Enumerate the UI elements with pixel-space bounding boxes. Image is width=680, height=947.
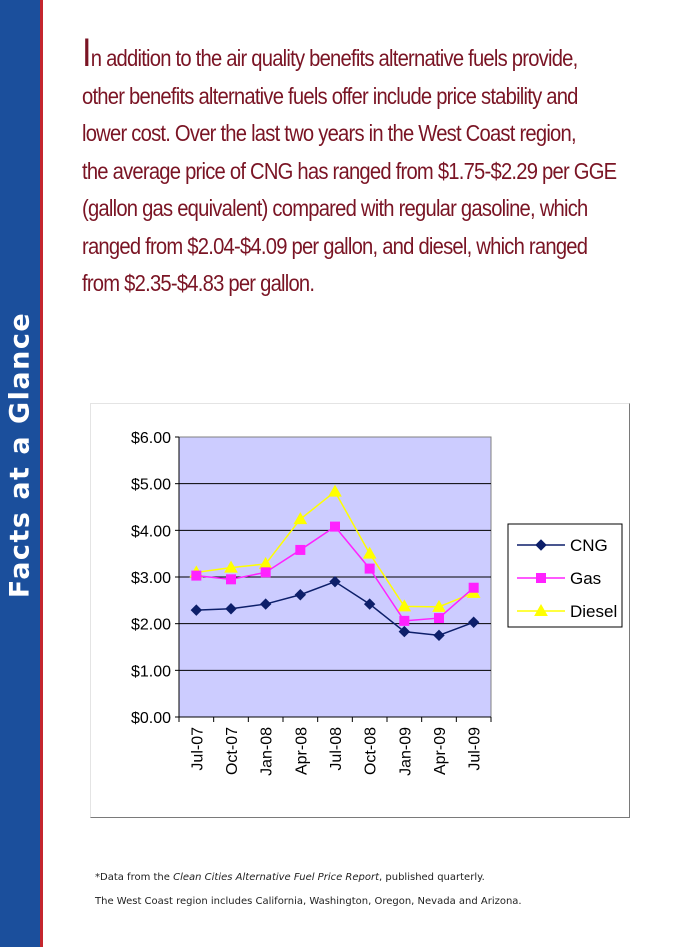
data-point-diesel (362, 546, 377, 559)
data-point-diesel (224, 560, 238, 573)
data-point-gas (295, 544, 306, 555)
x-tick-label: Jul-08 (328, 727, 345, 771)
legend-box (507, 523, 623, 628)
data-point-diesel (397, 599, 412, 612)
footnote-suffix: , published quarterly. (379, 872, 485, 883)
y-tick-label: $5.00 (131, 477, 171, 494)
intro-line-5: (gallon gas equivalent) compared with re… (82, 195, 588, 221)
data-point-diesel (328, 484, 342, 497)
legend-label-gas: Gas (570, 569, 601, 588)
price-chart: $0.00 $1.00 $2.00 $3.00 $4.00 $5.00 $6.00 Jul-0… (131, 430, 623, 776)
sidebar-title: Facts at a Glance (4, 311, 36, 599)
intro-paragraph: In addition to the air quality benefits … (82, 33, 641, 303)
footnote-source: Clean Cities Alternative Fuel Price Repo… (173, 872, 380, 883)
legend-label-cng: CNG (570, 536, 608, 555)
y-tick-label: $6.00 (131, 430, 171, 447)
x-tick-label: Apr-09 (432, 727, 449, 775)
footnote-source-line: *Data from the Clean Cities Alternative … (95, 866, 522, 890)
intro-line-2: other benefits alternative fuels offer i… (82, 82, 578, 109)
y-tick-label: $0.00 (131, 710, 171, 727)
intro-line-6: ranged from $2.04-$4.09 per gallon, and … (82, 232, 588, 259)
data-point-cng (225, 603, 237, 615)
intro-line-1-text: n addition to the air quality benefits a… (90, 45, 578, 71)
data-point-gas (434, 613, 444, 624)
intro-dropcap: I (82, 31, 92, 75)
data-point-cng (398, 625, 411, 638)
x-tick-label: Jan-09 (397, 727, 414, 776)
data-point-diesel (293, 512, 308, 525)
y-tick-label: $3.00 (131, 570, 171, 587)
y-tick-label: $1.00 (131, 663, 171, 680)
data-point-gas (330, 521, 340, 532)
intro-line-3: lower cost. Over the last two years in t… (82, 120, 577, 146)
data-point-gas (364, 563, 375, 574)
data-point-gas (191, 570, 202, 581)
intro-line-4: the average price of CNG has ranged from… (82, 157, 617, 184)
data-point-cng (294, 589, 307, 601)
legend-marker-gas (536, 573, 546, 583)
legend-label-diesel: Diesel (570, 602, 617, 621)
data-point-cng (363, 598, 376, 610)
data-point-gas (468, 582, 479, 593)
data-point-cng (467, 616, 480, 628)
x-tick-label: Apr-08 (293, 727, 310, 775)
x-tick-label: Oct-08 (363, 727, 380, 775)
footnote-region-line: The West Coast region includes Californi… (95, 896, 522, 907)
data-point-gas (399, 615, 410, 626)
intro-line-7: from $2.35-$4.83 per gallon. (82, 270, 315, 296)
data-point-cng (433, 629, 445, 642)
legend-marker-diesel (534, 603, 548, 616)
y-tick-label: $2.00 (131, 617, 171, 634)
legend-marker-cng (535, 539, 547, 551)
chart-frame: $0.00 $1.00 $2.00 $3.00 $4.00 $5.00 $6.00 Jul-0… (90, 403, 630, 818)
y-tick-label: $4.00 (131, 523, 171, 540)
x-tick-label: Jul-07 (189, 727, 206, 771)
data-point-diesel (432, 599, 446, 612)
x-tick-label: Jan-08 (259, 727, 276, 776)
data-point-cng (329, 575, 341, 588)
sidebar-stripe (40, 0, 43, 947)
footnote-prefix: *Data from the (95, 872, 174, 883)
data-point-gas (226, 574, 236, 585)
x-tick-label: Oct-07 (224, 727, 241, 775)
intro-line-1: In addition to the air quality benefits … (82, 33, 641, 78)
x-tick-label: Jul-09 (467, 727, 484, 771)
footnote: *Data from the Clean Cities Alternative … (95, 866, 522, 914)
data-point-cng (190, 604, 203, 616)
data-point-gas (260, 567, 271, 578)
data-point-cng (259, 598, 272, 610)
sidebar (0, 0, 40, 947)
